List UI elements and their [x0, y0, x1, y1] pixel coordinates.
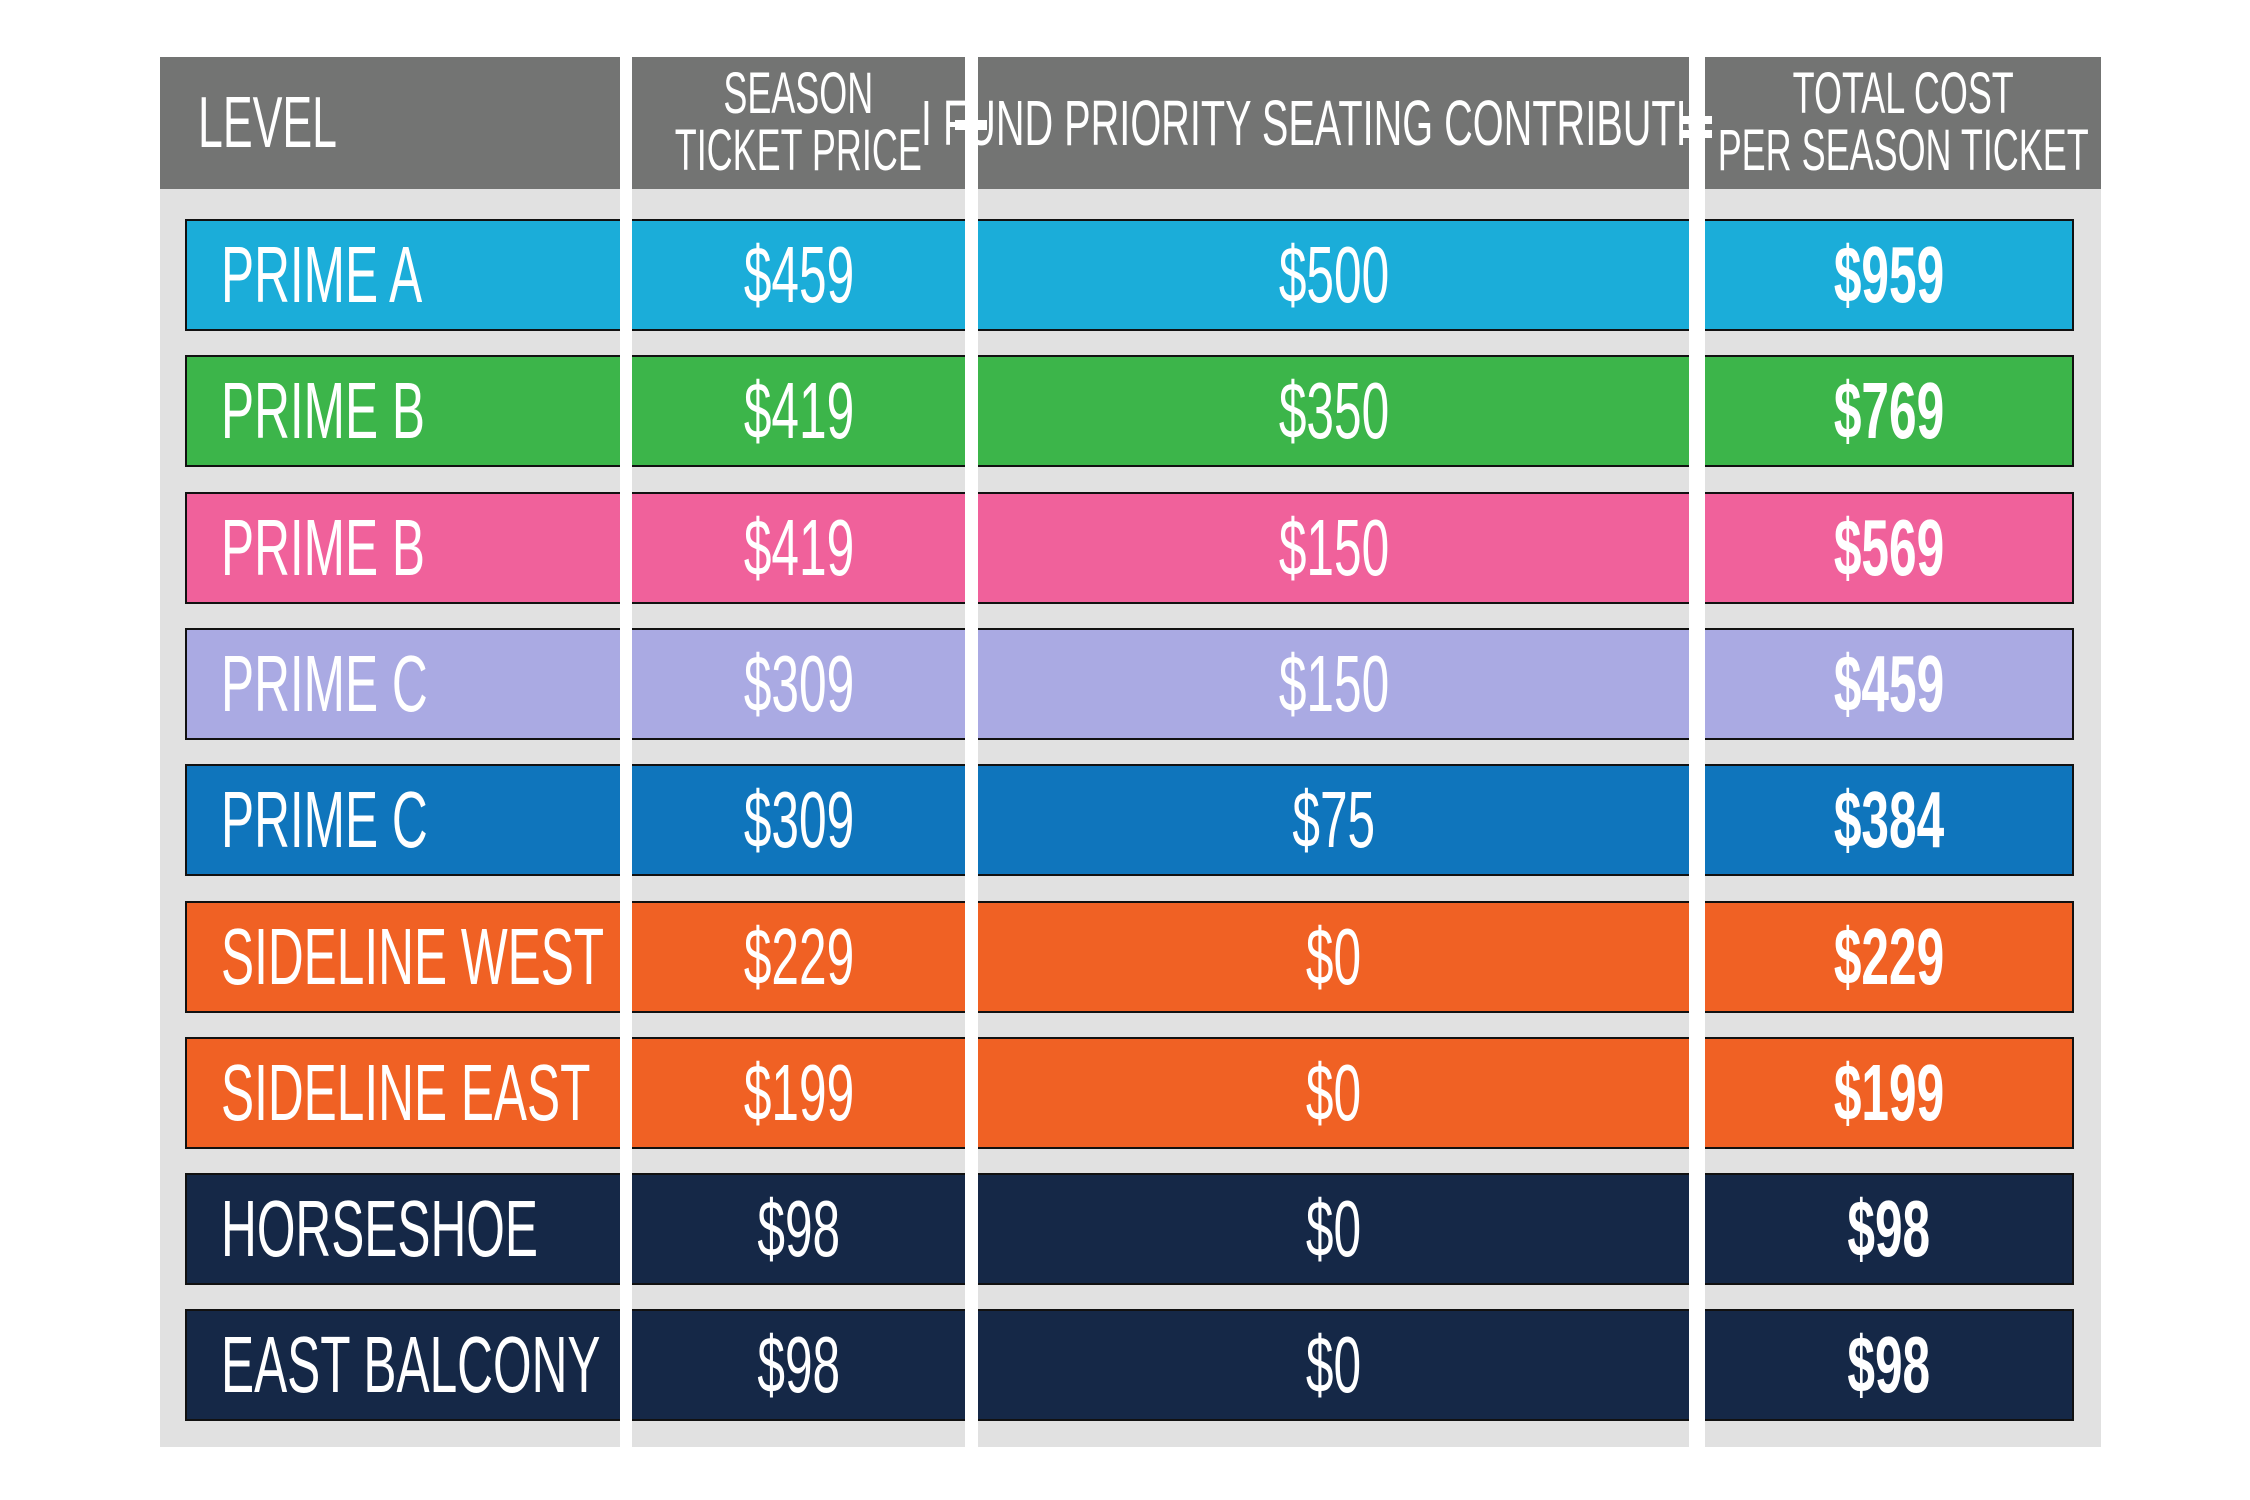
row-5-level-cell: PRIME C [185, 764, 620, 877]
contribution-value: $350 [1278, 366, 1389, 456]
level-value: PRIME C [221, 775, 428, 865]
row-6-level-cell: SIDELINE WEST [185, 900, 620, 1013]
row-2-level-cell: PRIME B [185, 355, 620, 468]
row-9-level-cell: EAST BALCONY [185, 1309, 620, 1422]
header-line: SEASON [723, 61, 874, 127]
level-value: SIDELINE EAST [221, 1047, 591, 1137]
price-value: $98 [757, 1184, 840, 1274]
row-5-contribution-cell: $75 [978, 764, 1689, 877]
season-ticket-price-header: SEASON TICKET PRICE [632, 57, 965, 189]
level-value: SIDELINE WEST [221, 911, 605, 1001]
row-4-level-cell: PRIME C [185, 627, 620, 740]
row-4-total-cell: $459 [1705, 627, 2074, 740]
row-2-total-cell: $769 [1705, 355, 2074, 468]
price-value: $199 [743, 1047, 854, 1137]
row-4-price-cell: $309 [632, 627, 965, 740]
row-8-contribution-cell: $0 [978, 1173, 1689, 1286]
price-value: $309 [743, 775, 854, 865]
price-value: $229 [743, 911, 854, 1001]
row-7-level-cell: SIDELINE EAST [185, 1036, 620, 1149]
row-1-contribution-cell: $500 [978, 219, 1689, 331]
price-value: $419 [743, 502, 854, 592]
level-value: PRIME A [221, 230, 423, 319]
equals-operator-icon-lower [1682, 130, 1712, 138]
row-6-price-cell: $229 [632, 900, 965, 1013]
price-value: $459 [743, 230, 854, 319]
row-7-total-cell: $199 [1705, 1036, 2074, 1149]
row-1-level-cell: PRIME A [185, 219, 620, 331]
total-value: $569 [1833, 502, 1944, 592]
total-value: $229 [1833, 911, 1944, 1001]
row-4-contribution-cell: $150 [978, 627, 1689, 740]
row-9-contribution-cell: $0 [978, 1309, 1689, 1422]
row-7-contribution-cell: $0 [978, 1036, 1689, 1149]
level-header-text: LEVEL [198, 82, 337, 163]
level-value: HORSESHOE [221, 1184, 538, 1274]
total-value: $769 [1833, 366, 1944, 456]
total-value: $98 [1847, 1320, 1930, 1410]
contribution-value: $150 [1278, 502, 1389, 592]
total-value: $199 [1833, 1047, 1944, 1137]
equals-operator-icon [1682, 116, 1712, 124]
total-value: $959 [1833, 230, 1944, 319]
row-3-price-cell: $419 [632, 491, 965, 604]
level-value: PRIME C [221, 638, 428, 728]
header-line: TOTAL COST [1792, 61, 2014, 127]
total-value: $459 [1833, 638, 1944, 728]
level-value: PRIME B [221, 366, 425, 456]
contribution-value: $0 [1305, 1047, 1362, 1137]
total-cost-header: TOTAL COST PER SEASON TICKET [1705, 57, 2101, 189]
row-2-price-cell: $419 [632, 355, 965, 468]
plus-operator-icon-vertical [966, 109, 976, 141]
price-value: $419 [743, 366, 854, 456]
row-5-price-cell: $309 [632, 764, 965, 877]
row-8-total-cell: $98 [1705, 1173, 2074, 1286]
header-line: PER SEASON TICKET [1717, 118, 2089, 183]
total-value: $98 [1847, 1184, 1930, 1274]
contribution-value: $0 [1305, 911, 1362, 1001]
row-6-contribution-cell: $0 [978, 900, 1689, 1013]
row-3-level-cell: PRIME B [185, 491, 620, 604]
contribution-header: I FUND PRIORITY SEATING CONTRIBUTION [921, 57, 1746, 189]
row-7-price-cell: $199 [632, 1036, 965, 1149]
total-cost-header-text: TOTAL COST PER SEASON TICKET [1717, 65, 2089, 183]
row-5-total-cell: $384 [1705, 764, 2074, 877]
price-value: $98 [757, 1320, 840, 1410]
row-3-total-cell: $569 [1705, 491, 2074, 604]
contribution-header-text: I FUND PRIORITY SEATING CONTRIBUTION [920, 86, 1747, 159]
season-ticket-price-header-text: SEASON TICKET PRICE [674, 65, 923, 183]
row-9-total-cell: $98 [1705, 1309, 2074, 1422]
row-6-total-cell: $229 [1705, 900, 2074, 1013]
level-value: PRIME B [221, 502, 425, 592]
header-line: TICKET PRICE [674, 118, 923, 183]
level-value: EAST BALCONY [221, 1320, 601, 1410]
total-value: $384 [1833, 775, 1944, 865]
contribution-value: $75 [1292, 775, 1375, 865]
level-header: LEVEL [160, 57, 620, 189]
row-3-contribution-cell: $150 [978, 491, 1689, 604]
contribution-value: $0 [1305, 1320, 1362, 1410]
row-1-price-cell: $459 [632, 219, 965, 331]
contribution-value: $0 [1305, 1184, 1362, 1274]
contribution-value: $150 [1278, 638, 1389, 728]
row-1-total-cell: $959 [1705, 219, 2074, 331]
contribution-value: $500 [1278, 230, 1389, 319]
row-8-level-cell: HORSESHOE [185, 1173, 620, 1286]
price-value: $309 [743, 638, 854, 728]
row-2-contribution-cell: $350 [978, 355, 1689, 468]
row-9-price-cell: $98 [632, 1309, 965, 1422]
row-8-price-cell: $98 [632, 1173, 965, 1286]
